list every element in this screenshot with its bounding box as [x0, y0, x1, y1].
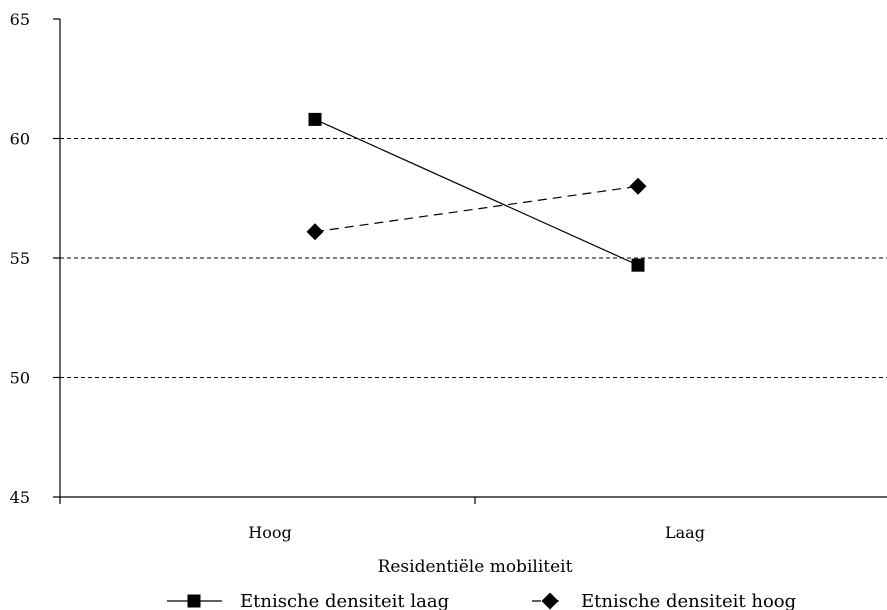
series-layer: [306, 112, 647, 272]
legend-label-1: Etnische densiteit hoog: [581, 591, 796, 610]
data-point-0-0: [308, 112, 322, 126]
legend-item-0: Etnische densiteit laag: [167, 591, 449, 610]
x-axis-ticks: Hoog Laag: [59, 497, 705, 542]
x-axis-title: Residentiële mobiliteit: [378, 557, 573, 577]
y-axis-ticks: 45 50 55 60 65: [10, 10, 60, 507]
legend-marker-0: [187, 594, 201, 608]
series-line-1: [314, 185, 639, 233]
y-tick-label-50: 50: [10, 369, 30, 388]
legend: Etnische densiteit laag Etnische densitei…: [167, 591, 796, 610]
x-tick-label-laag: Laag: [665, 523, 705, 542]
series-line-0: [314, 118, 639, 266]
y-tick-label-60: 60: [10, 130, 30, 149]
x-tick-label-hoog: Hoog: [248, 523, 291, 542]
y-tick-label-55: 55: [10, 249, 30, 268]
y-tick-label-65: 65: [10, 10, 30, 29]
data-point-1-0: [306, 223, 324, 241]
y-tick-label-45: 45: [10, 488, 30, 507]
data-point-0-1: [631, 258, 645, 272]
series-0: [308, 112, 645, 272]
data-point-1-1: [629, 177, 647, 195]
series-1: [306, 177, 647, 241]
legend-item-1: Etnische densiteit hoog: [532, 591, 796, 610]
gridlines: [60, 138, 887, 378]
legend-label-0: Etnische densiteit laag: [240, 591, 449, 610]
legend-marker-1: [541, 592, 559, 610]
